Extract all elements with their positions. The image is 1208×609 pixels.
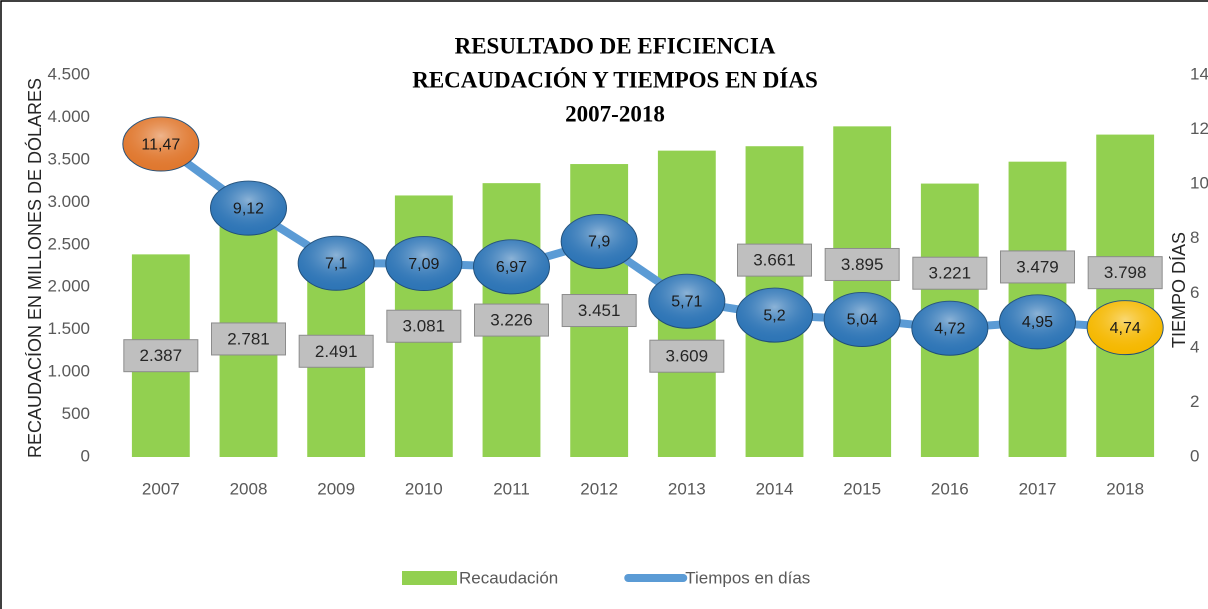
y-tick-label: 3.500 <box>47 149 90 168</box>
x-tick-label: 2009 <box>317 479 355 498</box>
data-label: 5,04 <box>847 312 878 329</box>
marker-shine <box>1087 300 1164 355</box>
x-tick-label: 2012 <box>580 479 618 498</box>
data-label: 3.661 <box>753 251 796 270</box>
data-label-box <box>824 247 900 281</box>
y-tick-label: 1.000 <box>47 362 90 381</box>
data-label: 7,9 <box>588 234 610 251</box>
marker-shine <box>210 181 287 236</box>
bar <box>833 126 892 457</box>
data-label: 3.895 <box>841 255 884 274</box>
data-label: 2.781 <box>227 329 270 348</box>
y-tick-label: 2.000 <box>47 277 90 296</box>
data-label: 3.798 <box>1104 263 1147 282</box>
data-label: 3.226 <box>490 311 533 330</box>
data-label-box <box>561 294 637 328</box>
x-tick-label: 2007 <box>142 479 180 498</box>
y2-tick-label: 14 <box>1190 64 1208 83</box>
marker-shine <box>648 274 725 329</box>
chart-title: RECAUDACIÓN Y TIEMPOS EN DÍAS <box>412 66 818 92</box>
y-axis-title: RECAUDACÍON EN MILLONES DE DÓLARES <box>24 78 45 458</box>
data-label: 4,74 <box>1110 320 1141 337</box>
marker-shine <box>824 292 901 347</box>
y-tick-label: 4.000 <box>47 107 90 126</box>
marker-shine <box>385 236 462 291</box>
chart-title: 2007-2018 <box>565 101 665 126</box>
x-tick-label: 2018 <box>1106 479 1144 498</box>
data-label-box <box>737 243 812 277</box>
data-label: 5,2 <box>763 307 785 324</box>
x-tick-label: 2014 <box>756 479 794 498</box>
data-label: 3.221 <box>929 264 972 283</box>
y-tick-label: 4.500 <box>47 64 90 83</box>
data-label: 11,47 <box>141 136 180 153</box>
chart-title: RESULTADO DE EFICIENCIA <box>455 33 776 58</box>
data-label: 4,72 <box>934 320 965 337</box>
data-label-box <box>912 256 988 290</box>
data-label: 7,1 <box>325 255 347 272</box>
y2-tick-label: 2 <box>1190 392 1199 411</box>
data-label: 7,09 <box>408 256 439 273</box>
data-label: 3.609 <box>666 347 709 366</box>
marker-shine <box>911 301 988 356</box>
data-label-box <box>298 334 374 368</box>
x-tick-label: 2011 <box>493 479 530 498</box>
y2-axis-title: TIEMPO DÍAS <box>1169 232 1189 348</box>
x-tick-label: 2017 <box>1019 479 1057 498</box>
legend-label: Recaudación <box>459 568 558 587</box>
y2-tick-label: 10 <box>1190 174 1208 193</box>
y-tick-label: 1.500 <box>47 319 90 338</box>
marker-shine <box>561 214 638 269</box>
y2-tick-label: 0 <box>1190 446 1199 465</box>
data-label: 2.491 <box>315 342 358 361</box>
y-tick-label: 2.500 <box>47 234 90 253</box>
data-label-box <box>386 309 462 343</box>
data-label-box <box>1087 256 1163 290</box>
data-label-box <box>649 339 725 373</box>
x-tick-label: 2008 <box>230 479 268 498</box>
data-label: 3.451 <box>578 301 621 320</box>
data-label-box <box>1000 250 1075 284</box>
y-tick-label: 500 <box>62 404 90 423</box>
marker-shine <box>736 288 813 343</box>
data-label: 6,97 <box>496 259 527 276</box>
y-tick-label: 3.000 <box>47 192 90 211</box>
data-label: 9,12 <box>233 200 264 217</box>
data-label: 5,71 <box>671 293 702 310</box>
y2-tick-label: 4 <box>1190 337 1199 356</box>
x-tick-label: 2013 <box>668 479 706 498</box>
data-label-box <box>123 339 199 373</box>
legend-label: Tiempos en días <box>685 568 810 587</box>
y2-tick-label: 6 <box>1190 283 1199 302</box>
legend-swatch <box>402 571 457 585</box>
data-label: 4,95 <box>1022 314 1053 331</box>
data-label-box <box>474 303 549 337</box>
y2-tick-label: 12 <box>1190 119 1208 138</box>
y-tick-label: 0 <box>81 446 90 465</box>
y2-tick-label: 8 <box>1190 228 1199 247</box>
x-tick-label: 2015 <box>843 479 881 498</box>
x-tick-label: 2010 <box>405 479 443 498</box>
x-tick-label: 2016 <box>931 479 969 498</box>
data-label: 3.479 <box>1016 257 1059 276</box>
marker-shine <box>999 294 1076 349</box>
marker-shine <box>473 239 550 294</box>
marker-shine <box>122 117 199 172</box>
data-label: 2.387 <box>140 346 183 365</box>
bar <box>1096 134 1155 458</box>
data-label-box <box>211 322 286 356</box>
marker-shine <box>298 236 375 291</box>
data-label: 3.081 <box>403 317 446 336</box>
